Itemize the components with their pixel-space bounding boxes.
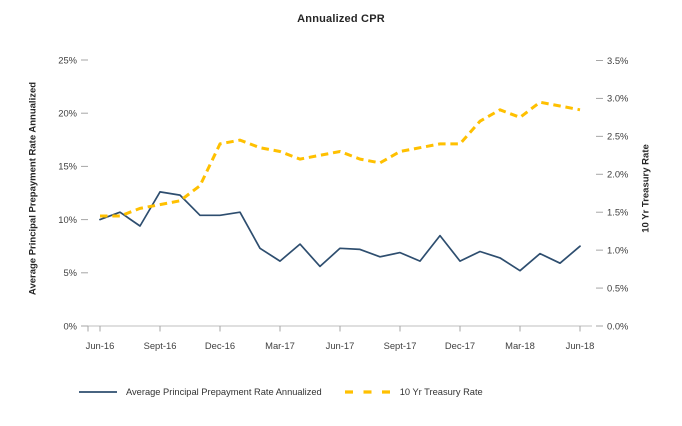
x-axis-tick-label: Mar-18 [505, 340, 535, 351]
right-axis-tick-label: 3.5% [607, 55, 628, 66]
left-axis-tick-label: 5% [63, 267, 77, 278]
right-axis-tick-label: 1.5% [607, 207, 628, 218]
right-axis-tick-label: 3.0% [607, 93, 628, 104]
left-axis-tick-label: 10% [58, 214, 77, 225]
left-axis-tick-label: 0% [63, 320, 77, 331]
legend-label-treasury: 10 Yr Treasury Rate [399, 387, 483, 397]
x-axis-tick-label: Mar-17 [265, 340, 295, 351]
right-axis-tick-label: 2.0% [607, 169, 628, 180]
left-axis-tick-label: 25% [58, 54, 77, 65]
x-axis-tick-label: Dec-17 [445, 340, 475, 351]
x-axis-tick-label: Jun-16 [86, 340, 115, 351]
treasury-rate-line [100, 100, 581, 218]
right-axis-tick-label: 2.5% [607, 131, 628, 142]
left-axis-tick-label: 20% [58, 108, 77, 119]
x-axis-tick-label: Dec-16 [205, 340, 235, 351]
right-axis-tick-label: 0.5% [607, 282, 628, 293]
prepayment-line-swatch-icon [78, 389, 118, 395]
prepayment-rate-line [99, 191, 581, 272]
x-axis-tick-label: Sept-17 [384, 340, 417, 351]
x-axis-tick-label: Jun-17 [326, 340, 355, 351]
x-axis-tick-label: Jun-18 [566, 340, 595, 351]
x-axis-tick-label: Sept-16 [144, 340, 177, 351]
treasury-dash-swatch-icon [344, 389, 392, 395]
right-axis-tick-label: 1.0% [607, 244, 628, 255]
right-axis-tick-label: 0.0% [607, 320, 628, 331]
legend-label-prepayment: Average Principal Prepayment Rate Annual… [126, 387, 322, 397]
left-axis-title: Average Principal Prepayment Rate Annual… [27, 81, 39, 296]
right-axis-title: 10 Yr Treasury Rate [640, 144, 652, 233]
chart-title: Annualized CPR [297, 13, 385, 25]
left-axis-tick-label: 15% [58, 161, 77, 172]
chart-legend: Average Principal Prepayment Rate Annual… [78, 384, 483, 400]
